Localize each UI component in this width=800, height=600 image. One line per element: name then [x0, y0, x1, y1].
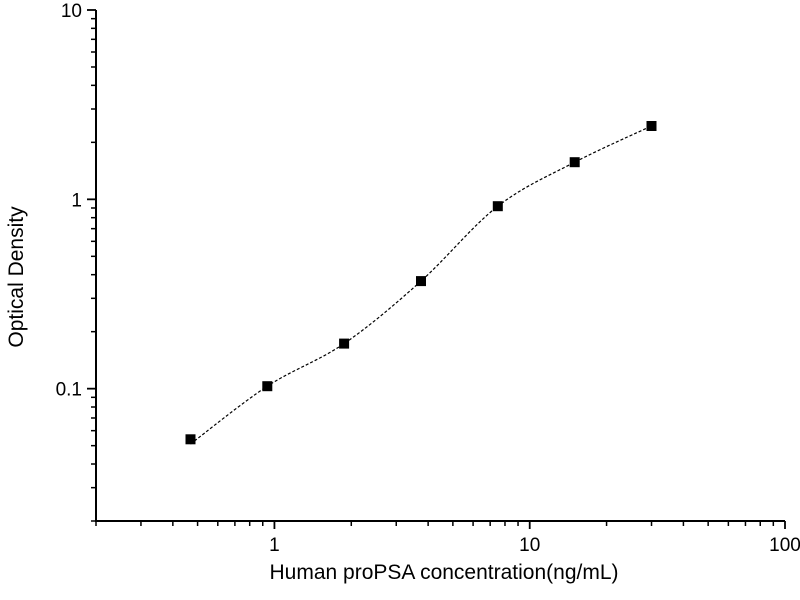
data-point-marker	[492, 201, 503, 212]
data-point-marker	[262, 381, 273, 392]
data-point-marker	[185, 434, 196, 445]
y-tick-label: 1	[71, 190, 82, 211]
x-axis-tick-labels: 1 10 100	[269, 535, 800, 556]
data-point-marker	[569, 157, 580, 168]
y-tick-label: 0.1	[56, 380, 82, 401]
x-tick-label: 10	[519, 535, 540, 556]
data-point-markers	[185, 121, 657, 445]
x-axis-ticks	[95, 521, 786, 529]
data-point-marker	[416, 276, 426, 287]
y-axis-tick-labels: 0.1 1 10	[56, 1, 82, 401]
y-axis-ticks	[87, 9, 96, 522]
y-tick-label: 10	[61, 1, 82, 22]
x-tick-label: 1	[269, 535, 280, 556]
data-point-marker	[339, 338, 350, 349]
y-axis-title: Optical Density	[5, 206, 28, 348]
data-point-marker	[646, 121, 657, 131]
x-tick-label: 100	[769, 535, 800, 556]
x-axis-title: Human proPSA concentration(ng/mL)	[269, 561, 618, 584]
